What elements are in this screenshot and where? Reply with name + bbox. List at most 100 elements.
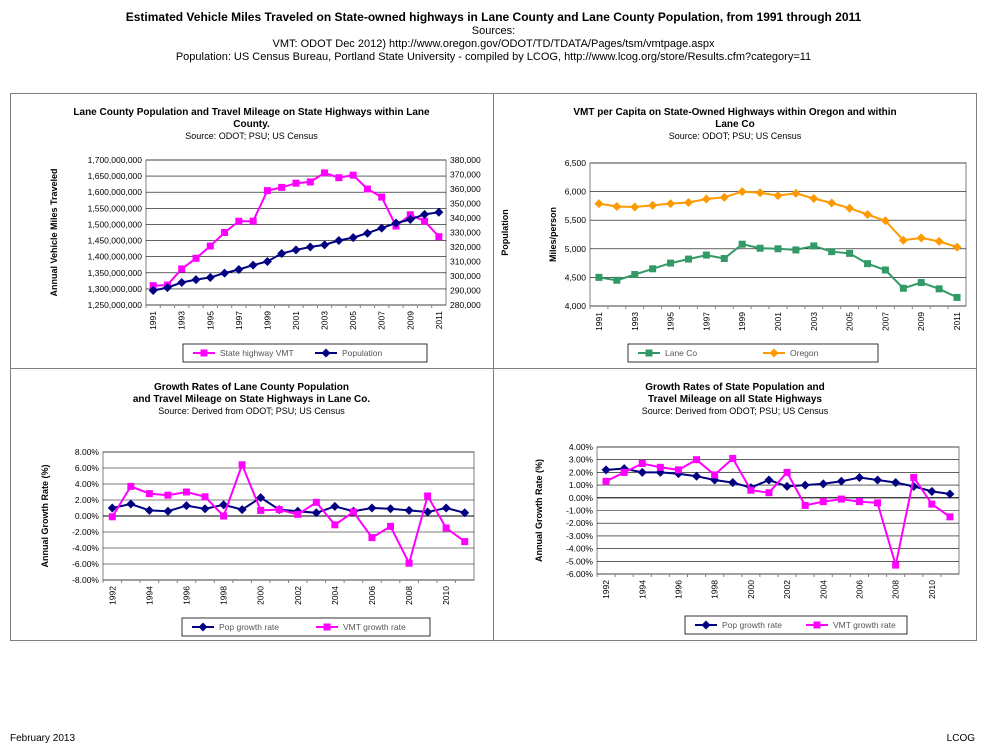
vmt-source: VMT: ODOT Dec 2012) http://www.oregon.go… — [272, 38, 715, 50]
data-point — [648, 200, 658, 210]
data-point — [191, 275, 201, 285]
data-point — [855, 498, 863, 506]
data-point — [262, 256, 272, 267]
data-point — [631, 271, 639, 279]
page-header: Estimated Vehicle Miles Traveled on Stat… — [0, 10, 987, 64]
y-axis-label: Miles/person — [548, 207, 558, 262]
legend-label: State highway VMT — [220, 348, 294, 358]
y-tick-label: -3.00% — [566, 531, 593, 541]
data-point — [898, 235, 908, 245]
data-point — [892, 561, 900, 569]
data-point — [945, 489, 955, 499]
y-tick-label: 8.00% — [75, 447, 100, 457]
chart-title: Lane County Population and Travel Mileag… — [73, 107, 430, 118]
data-point — [248, 260, 258, 270]
y2-tick-label: 360,000 — [450, 184, 481, 194]
data-point — [405, 214, 415, 224]
data-point — [181, 501, 191, 511]
y-tick-label: 1,450,000,000 — [88, 236, 143, 246]
data-point — [916, 233, 926, 243]
data-point — [330, 501, 340, 511]
data-point — [773, 191, 783, 201]
data-point — [819, 498, 827, 506]
y-tick-label: 1,350,000,000 — [88, 268, 143, 278]
data-point — [620, 468, 628, 476]
data-point — [729, 454, 737, 462]
legend-label: Pop growth rate — [219, 622, 279, 632]
legend-box — [182, 343, 428, 363]
y-tick-label: 1.00% — [569, 480, 594, 490]
data-point — [362, 228, 372, 238]
x-tick-label: 2005 — [348, 311, 358, 330]
y-tick-label: 1,700,000,000 — [88, 155, 143, 165]
data-point — [460, 508, 470, 518]
data-point — [881, 266, 889, 274]
y2-axis-label: Population — [500, 209, 510, 256]
y-tick-label: 2.00% — [75, 495, 100, 505]
chart-title: Lane Co — [715, 119, 754, 130]
data-point — [349, 171, 357, 179]
data-point — [594, 199, 604, 209]
footer-date: February 2013 — [10, 733, 76, 744]
data-point — [275, 506, 283, 514]
data-point — [684, 255, 692, 263]
data-point — [701, 194, 711, 204]
data-point — [277, 249, 287, 259]
data-point — [164, 491, 172, 499]
y-tick-label: 6,000 — [565, 187, 587, 197]
data-point — [810, 242, 818, 250]
data-point — [612, 201, 622, 211]
data-point — [800, 480, 810, 490]
data-point — [294, 510, 302, 518]
x-tick-label: 2011 — [952, 312, 962, 331]
data-point — [335, 174, 343, 182]
data-point — [601, 465, 611, 475]
page-title: Estimated Vehicle Miles Traveled on Stat… — [125, 10, 862, 24]
data-point — [874, 499, 882, 507]
data-point — [791, 188, 801, 198]
data-point — [946, 513, 954, 521]
y-tick-label: -2.00% — [566, 518, 593, 528]
data-point — [828, 248, 836, 256]
y-tick-label: 1,650,000,000 — [88, 171, 143, 181]
data-point — [278, 183, 286, 191]
data-point — [880, 216, 890, 226]
data-point — [219, 500, 229, 510]
legend-marker — [198, 622, 208, 632]
data-point — [441, 503, 451, 513]
x-tick-label: 1995 — [666, 312, 676, 331]
plot-area — [589, 162, 967, 307]
x-tick-label: 2002 — [293, 586, 303, 605]
data-point — [404, 505, 414, 515]
data-point — [257, 506, 265, 514]
legend-marker — [323, 623, 331, 631]
series-oregon — [594, 187, 962, 252]
data-point — [782, 481, 792, 491]
data-point — [421, 217, 429, 225]
data-point — [756, 244, 764, 252]
data-point — [192, 254, 200, 262]
data-point — [674, 466, 682, 474]
y-tick-label: 4.00% — [569, 442, 594, 452]
legend-box — [181, 617, 431, 637]
data-point — [720, 255, 728, 263]
data-point — [827, 198, 837, 208]
data-point — [952, 242, 962, 252]
legend-label: Population — [342, 348, 382, 358]
data-point — [162, 283, 172, 293]
data-point — [630, 202, 640, 212]
y-tick-label: -4.00% — [72, 543, 99, 553]
data-point — [363, 185, 371, 193]
footer-org: LCOG — [946, 733, 975, 744]
data-point — [234, 264, 244, 274]
x-tick-label: 1997 — [701, 312, 711, 331]
data-point — [205, 272, 215, 282]
y-tick-label: -6.00% — [566, 569, 593, 579]
data-point — [424, 492, 432, 500]
data-point — [891, 478, 901, 488]
data-point — [178, 265, 186, 273]
x-tick-label: 2007 — [377, 311, 387, 330]
chart-panel-3: Growth Rates of Lane County Populationan… — [40, 382, 475, 637]
x-tick-label: 1999 — [262, 311, 272, 330]
x-tick-label: 1996 — [673, 580, 683, 599]
